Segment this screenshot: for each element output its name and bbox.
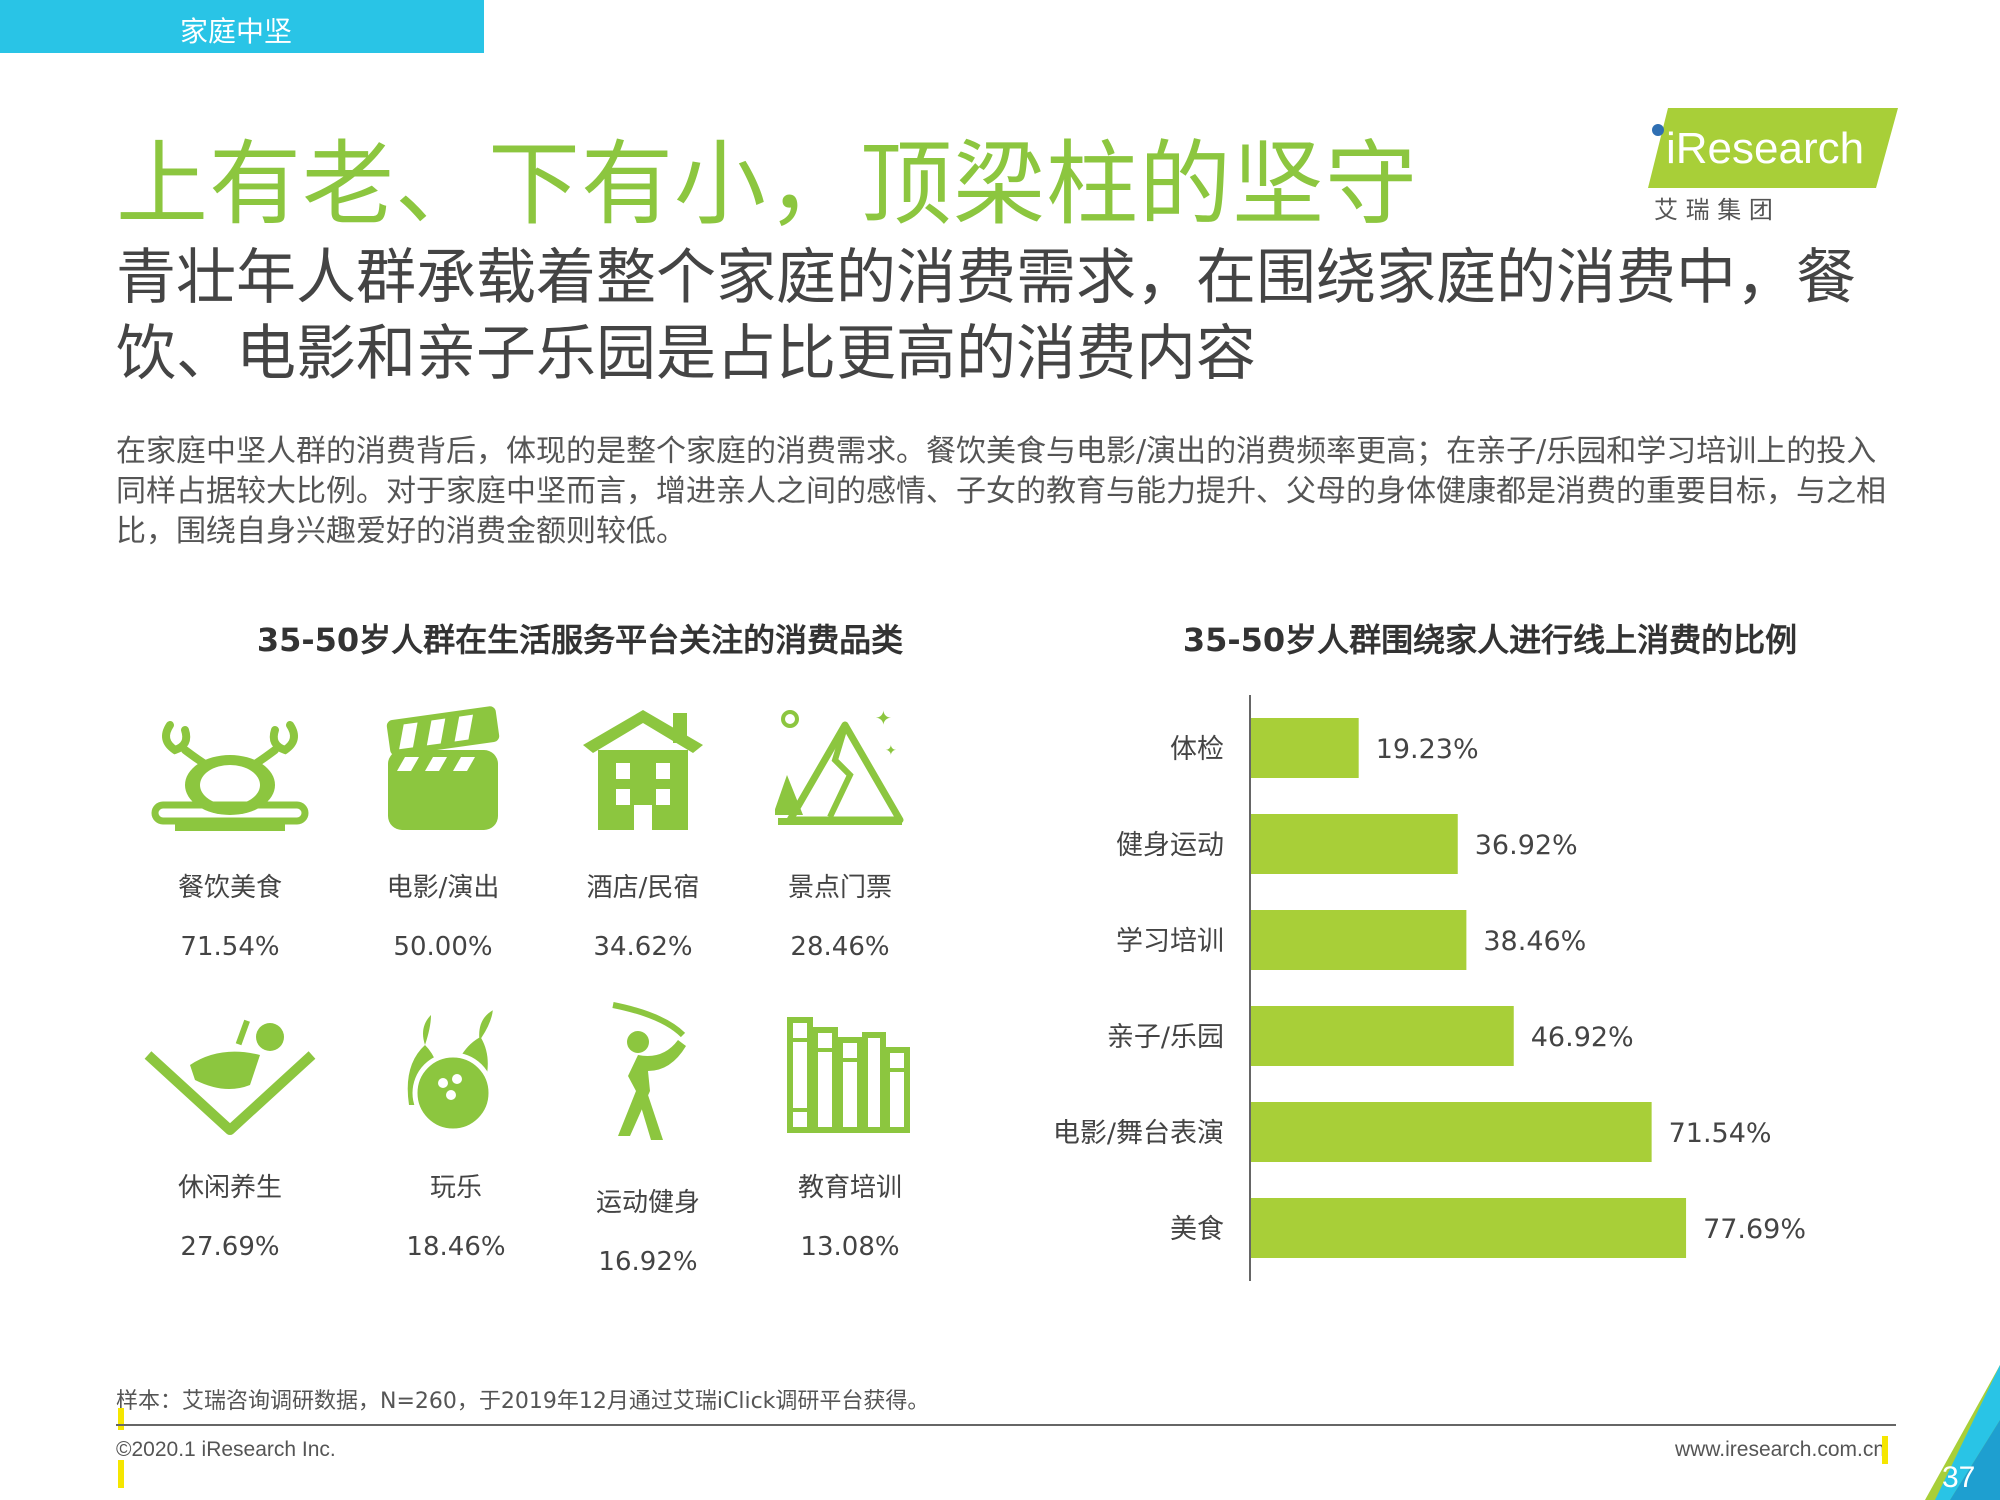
footer-marker [118,1460,124,1488]
copyright: ©2020.1 iResearch Inc. [116,1438,336,1461]
category-tile: ✦ ✦ 景点门票 28.46% [740,705,940,962]
bowling-icon [407,1010,494,1134]
category-tick-label: 体检 [1170,734,1224,765]
iresearch-logo: iResearch 艾 瑞 集 团 [1648,108,1898,228]
category-value: 71.54% [180,932,280,962]
category-tile: 休闲养生 27.69% [130,1005,330,1262]
logo-brand: iResearch [1666,124,1864,173]
category-tile: 餐饮美食 71.54% [130,705,330,962]
left-chart-title: 35-50岁人群在生活服务平台关注的消费品类 [256,621,904,659]
svg-text:✦: ✦ [875,706,892,730]
category-tick-label: 健身运动 [1116,830,1224,861]
category-label: 餐饮美食 [177,873,282,903]
category-label: 景点门票 [787,873,892,903]
category-label: 休闲养生 [177,1173,282,1203]
body-paragraph: 在家庭中坚人群的消费背后，体现的是整个家庭的消费需求。餐饮美食与电影/演出的消费… [116,434,1886,549]
page-subtitle: 青壮年人群承载着整个家庭的消费需求，在围绕家庭的消费中，餐饮、电影和亲子乐园是占… [116,243,1856,389]
dining-icon [151,721,309,831]
category-tile: 教育培训 13.08% [750,1015,950,1262]
bar [1251,814,1458,874]
category-value: 50.00% [393,932,493,962]
bar [1251,1198,1687,1258]
website-link[interactable]: www.iresearch.com.cn [1674,1438,1885,1461]
bar [1251,1102,1652,1162]
reclining-person-icon [144,1019,316,1135]
bar [1251,718,1359,778]
page-number: 37 [1942,1461,1975,1494]
category-tile: 运动健身 16.92% [548,1000,748,1277]
footer-divider [116,1424,1896,1426]
footnote: 样本：艾瑞咨询调研数据，N=260，于2019年12月通过艾瑞iClick调研平… [116,1389,930,1414]
logo-sub: 艾 瑞 集 团 [1654,196,1773,224]
category-value: 16.92% [598,1247,698,1277]
category-tile: 酒店/民宿 34.62% [543,705,743,962]
clapperboard-icon [386,706,500,830]
category-tile: 玩乐 18.46% [356,1005,556,1262]
category-value: 27.69% [180,1232,280,1262]
footer-marker [118,1408,124,1430]
category-label: 运动健身 [595,1188,700,1218]
chart-title: 35-50岁人群围绕家人进行线上消费的比例 [1182,621,1798,659]
data-label: 46.92% [1531,1022,1634,1053]
data-label: 77.69% [1703,1214,1806,1245]
category-tick-label: 电影/舞台表演 [1053,1118,1224,1149]
category-value: 34.62% [593,932,693,962]
footer-marker [1882,1436,1888,1464]
category-value: 18.46% [406,1232,506,1262]
category-tick-label: 美食 [1170,1214,1224,1245]
bar [1251,910,1467,970]
category-label: 酒店/民宿 [586,873,700,903]
data-label: 71.54% [1669,1118,1772,1149]
category-label: 玩乐 [429,1173,482,1203]
golfer-icon [612,1002,686,1140]
data-label: 38.46% [1483,926,1586,957]
books-icon [787,1017,910,1133]
category-label: 教育培训 [797,1173,902,1203]
category-tick-label: 学习培训 [1116,926,1224,957]
category-value: 28.46% [790,932,890,962]
category-tile: 电影/演出 50.00% [343,705,543,962]
category-value: 13.08% [800,1232,900,1262]
svg-text:✦: ✦ [885,743,897,759]
data-label: 19.23% [1376,734,1479,765]
bar-chart: 体检 19.23% 健身运动 36.92% 学习培训 38.46% 亲子/乐园 46.92% 电… [1053,695,1806,1281]
bar [1251,1006,1514,1066]
page-title: 上有老、下有小，顶梁柱的坚守 [116,131,1419,238]
corner-decoration: 37 [1925,1365,2000,1500]
section-tag-label: 家庭中坚 [180,15,293,48]
house-icon [583,710,703,830]
data-label: 36.92% [1475,830,1578,861]
category-label: 电影/演出 [386,873,500,903]
section-tag: 家庭中坚 [0,0,484,53]
mountain-icon: ✦ ✦ [775,706,904,825]
category-tick-label: 亲子/乐园 [1107,1022,1224,1053]
